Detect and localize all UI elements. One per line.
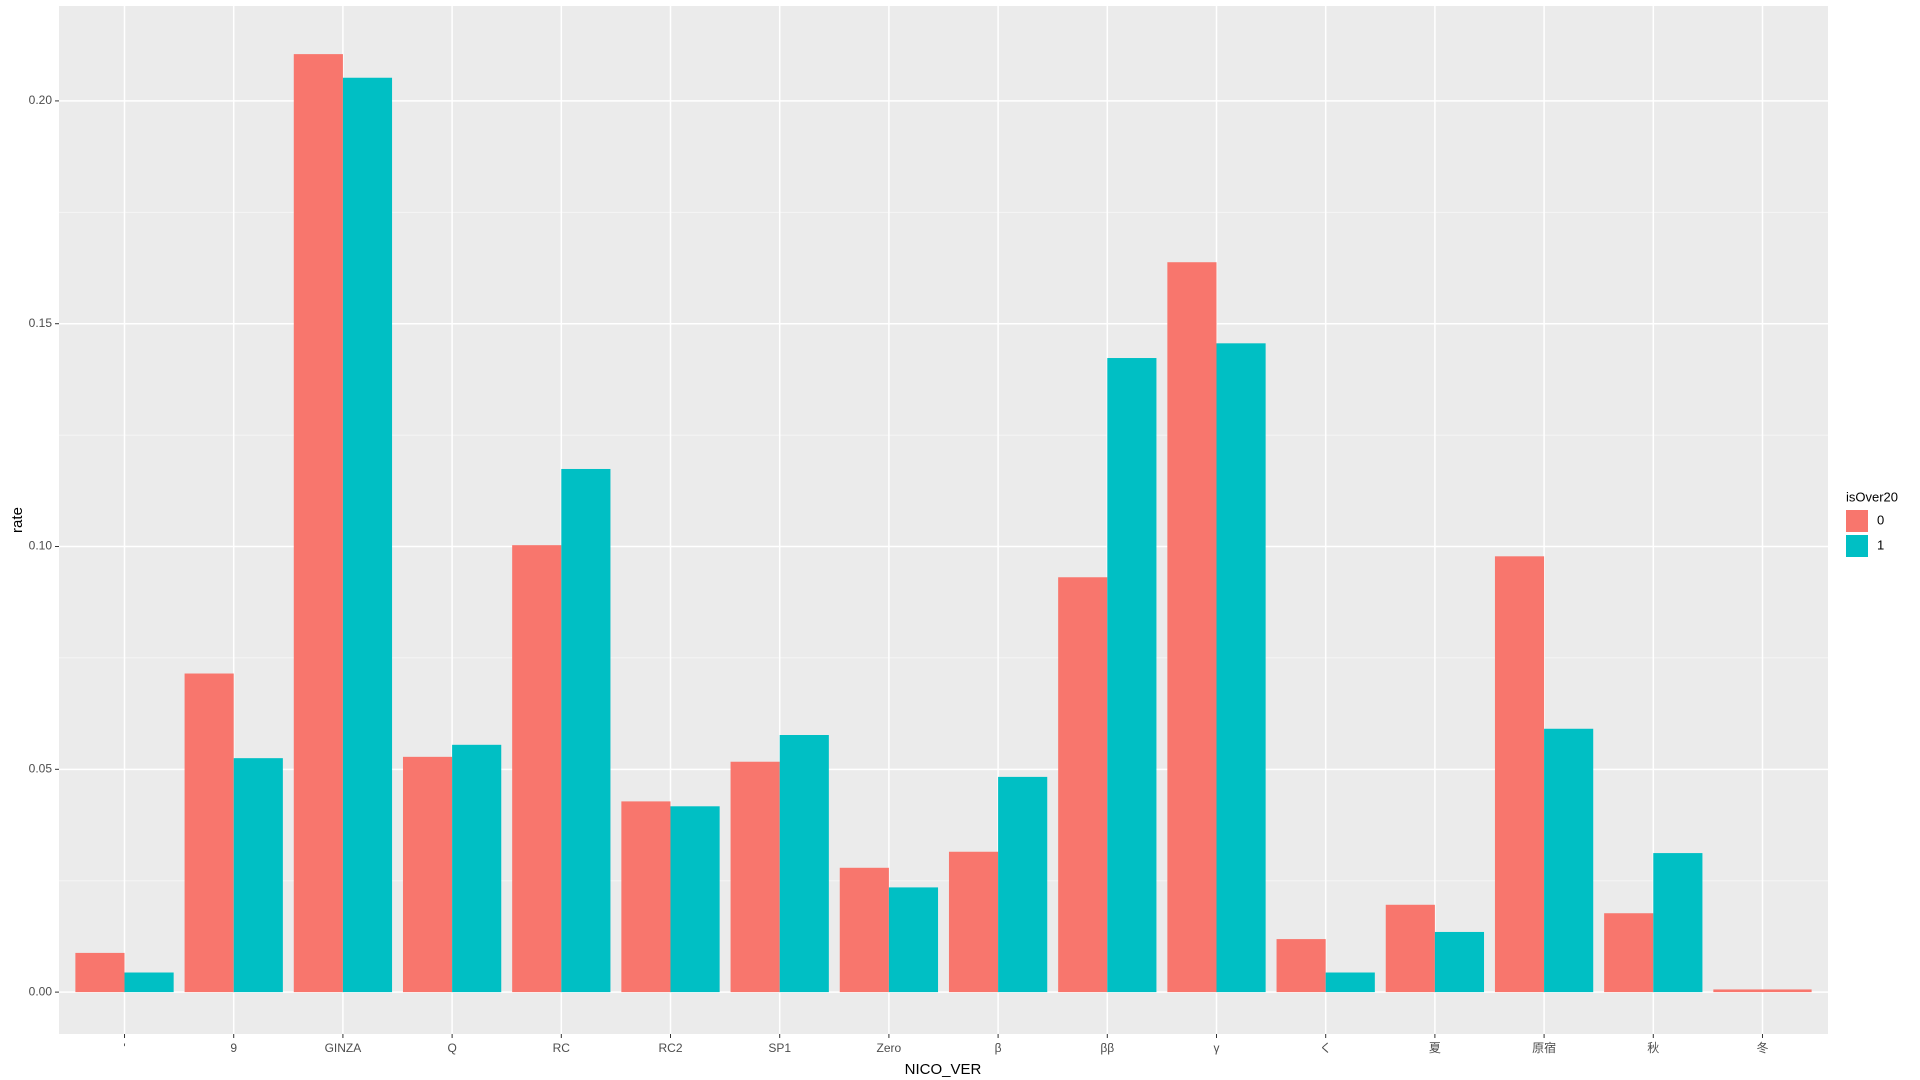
y-axis-title: rate <box>9 507 26 533</box>
bar <box>1167 262 1217 993</box>
bar <box>888 887 939 993</box>
bar <box>452 744 502 993</box>
bar <box>730 761 780 993</box>
bar <box>75 952 125 993</box>
bar <box>184 673 234 993</box>
bar <box>621 801 671 993</box>
legend-swatch <box>1846 535 1868 557</box>
x-tick-label: γ <box>1213 1041 1219 1055</box>
legend-title: isOver20 <box>1846 489 1898 504</box>
y-tick-label: 0.20 <box>29 93 53 107</box>
x-axis-title: NICO_VER <box>905 1061 982 1078</box>
y-tick-label: 0.10 <box>29 539 53 553</box>
x-tick-label: RC2 <box>658 1041 682 1055</box>
bar <box>1653 853 1703 993</box>
x-tick-label: SP1 <box>768 1041 791 1055</box>
bar <box>839 867 889 993</box>
bar <box>293 54 343 993</box>
legend-label: 1 <box>1877 537 1884 552</box>
bar <box>1434 931 1485 993</box>
bar <box>948 851 999 993</box>
bar <box>1713 989 1812 993</box>
x-tick-label: RC <box>553 1041 571 1055</box>
bar <box>1385 904 1435 993</box>
bar <box>124 972 174 993</box>
y-tick-label: 0.00 <box>29 984 53 998</box>
bar <box>1325 972 1375 993</box>
y-tick-label: 0.15 <box>29 316 53 330</box>
bar <box>1276 939 1326 993</box>
bar <box>670 806 720 993</box>
y-tick-label: 0.05 <box>29 761 53 775</box>
x-tick-label: β <box>995 1041 1002 1055</box>
bar <box>561 468 611 993</box>
bar <box>1058 577 1108 993</box>
bar <box>402 756 453 993</box>
x-tick-label: Zero <box>877 1041 902 1055</box>
bar <box>342 77 393 993</box>
x-tick-label: GINZA <box>325 1041 362 1055</box>
x-tick-label: 原宿 <box>1532 1040 1556 1055</box>
bar <box>233 758 283 993</box>
x-tick-label: く <box>1320 1041 1332 1055</box>
x-tick-label: 冬 <box>1756 1040 1768 1055</box>
x-tick-label: Q <box>447 1041 456 1055</box>
bar <box>1604 913 1654 993</box>
x-tick-label: ββ <box>1100 1041 1114 1055</box>
bar <box>779 735 829 993</box>
bar <box>1494 556 1545 993</box>
legend-label: 0 <box>1877 512 1884 527</box>
bar <box>1544 728 1594 993</box>
legend-swatch <box>1846 510 1868 532</box>
x-tick-label: 秋 <box>1647 1041 1659 1055</box>
x-tick-label: 夏 <box>1429 1041 1441 1055</box>
bar <box>998 776 1048 993</box>
bar <box>512 545 562 993</box>
bar <box>1216 343 1266 993</box>
bar <box>1107 358 1157 993</box>
x-tick-label: 9 <box>230 1041 237 1055</box>
x-tick-label: ' <box>123 1041 125 1055</box>
